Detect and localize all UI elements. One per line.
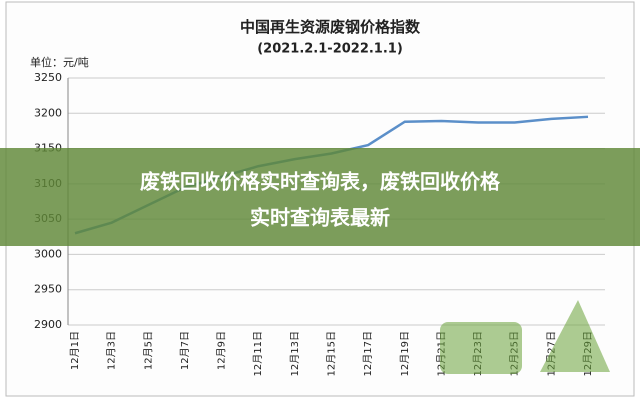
x-tick-label: 12月19日 (399, 331, 411, 376)
x-tick-label: 12月13日 (289, 331, 301, 376)
banner-line: 废铁回收价格实时查询表，废铁回收价格 (140, 170, 501, 194)
y-tick-label: 2900 (34, 318, 62, 331)
x-tick-label: 12月7日 (179, 331, 191, 370)
x-tick-label: 12月5日 (142, 331, 154, 370)
x-tick-label: 12月11日 (252, 331, 264, 376)
x-tick-label: 12月1日 (69, 331, 81, 370)
x-tick-label: 12月3日 (106, 331, 118, 370)
x-tick-label: 12月9日 (216, 331, 228, 370)
banner-background (0, 148, 640, 246)
banner-layer: 废铁回收价格实时查询表，废铁回收价格 实时查询表最新 (0, 148, 640, 374)
x-tick-label: 12月17日 (362, 331, 374, 376)
banner-line: 实时查询表最新 (250, 206, 390, 230)
y-axis-label: 单位：元/吨 (30, 55, 89, 69)
chart-title: 中国再生资源废钢价格指数 (240, 18, 421, 36)
y-tick-label: 2950 (34, 283, 62, 296)
y-tick-label: 3200 (34, 106, 62, 119)
watermark-logo (440, 300, 610, 374)
chart-subtitle: (2021.2.1-2022.1.1) (257, 42, 403, 57)
x-tick-label: 12月15日 (326, 331, 338, 376)
y-tick-label: 3000 (34, 247, 62, 260)
y-tick-label: 3250 (34, 71, 62, 84)
